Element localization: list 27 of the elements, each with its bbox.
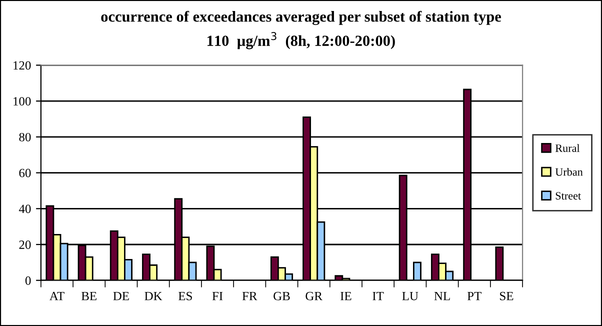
chart-subtitle: 110 µg/m$^{3}$ (8h, 12:00-20:00)	[208, 32, 395, 50]
x-tick-label: AT	[49, 292, 64, 300]
y-tick-label: 60	[19, 168, 31, 178]
y-tick-label: 0	[25, 276, 31, 285]
y-tick-label: 20	[19, 240, 31, 249]
x-tick-label: IE	[340, 292, 352, 300]
y-tick-label: 100	[14, 97, 31, 106]
x-tick-label: FI	[212, 292, 223, 300]
y-tick-label: 80	[19, 132, 31, 142]
legend-label: Street	[556, 192, 581, 200]
x-tick-label: SE	[500, 292, 514, 300]
x-tick-label: NL	[434, 292, 450, 300]
x-tick-label: ES	[178, 292, 192, 300]
y-tick-label: 40	[18, 204, 31, 214]
x-tick-label: GR	[306, 292, 323, 300]
x-tick-label: IT	[372, 292, 384, 300]
x-tick-label: LU	[402, 292, 418, 300]
x-tick-label: BE	[81, 292, 96, 300]
x-tick-label: PT	[467, 292, 482, 300]
x-tick-label: DE	[113, 292, 129, 300]
x-tick-label: FR	[242, 292, 258, 300]
legend-label: Rural	[555, 144, 580, 152]
y-tick-label: 120	[14, 61, 31, 70]
chart-title: occurrence of exceedances averaged per subset of station type	[101, 10, 502, 25]
x-tick-label: DK	[144, 292, 162, 300]
x-tick-label: GB	[274, 292, 290, 300]
legend-label: Urban	[555, 168, 583, 176]
